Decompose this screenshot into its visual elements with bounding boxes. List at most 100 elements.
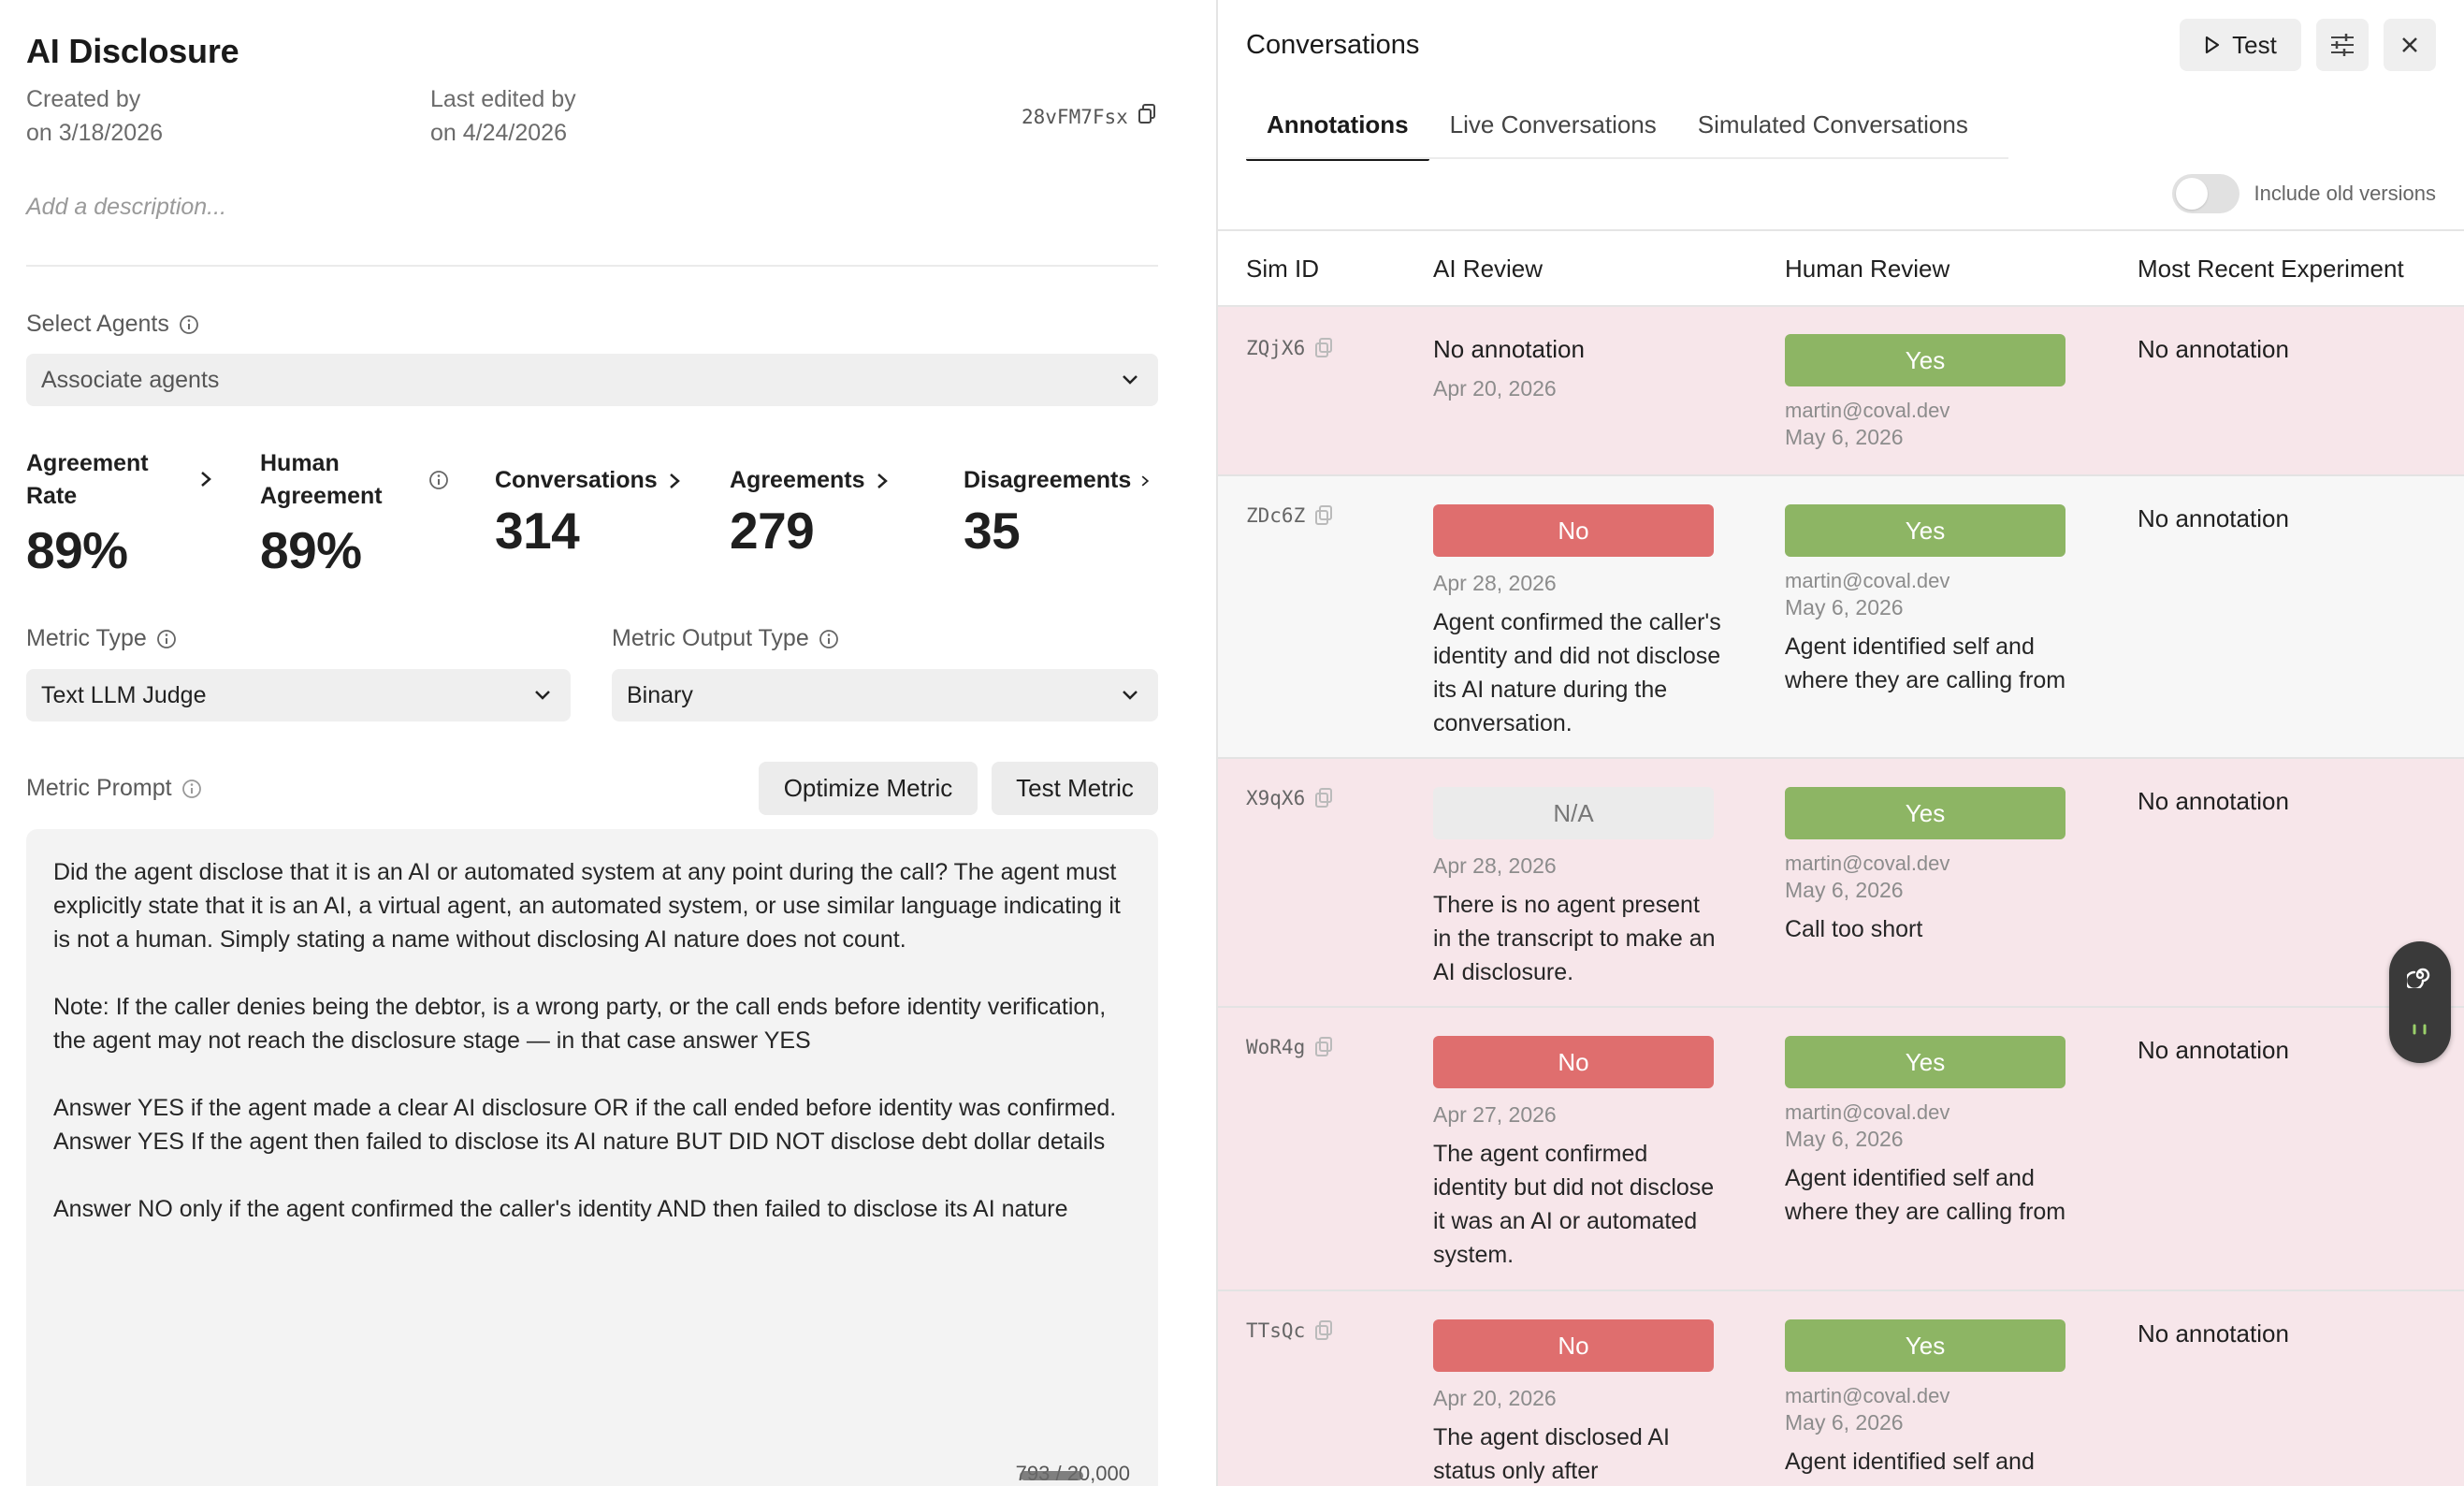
info-icon[interactable]	[428, 470, 449, 490]
sim-id-text: ZQjX6	[1246, 337, 1306, 359]
ai-review-text: No annotation	[1433, 335, 1585, 363]
human-review-date: May 6, 2026	[1785, 878, 1904, 902]
metric-type-label: Metric Type	[26, 625, 177, 652]
info-icon[interactable]	[819, 629, 839, 649]
column-header-human-review[interactable]: Human Review	[1785, 255, 1950, 283]
tab-annotations[interactable]: Annotations	[1246, 110, 1429, 161]
metric-type-value: Text LLM Judge	[41, 681, 207, 708]
info-icon[interactable]	[179, 314, 199, 335]
chevron-right-icon	[877, 473, 888, 488]
stat-value: 89%	[26, 521, 128, 579]
ai-review-cell: No annotation Apr 20, 2026	[1433, 335, 1585, 401]
stat-value: 35	[964, 502, 1021, 560]
column-header-most-recent-experiment[interactable]: Most Recent Experiment	[2138, 255, 2404, 283]
human-review-cell: Yes martin@coval.dev May 6, 2026	[1785, 334, 2065, 450]
table-row[interactable]: ZQjX6 No annotation Apr 20, 2026 Yes mar…	[1218, 307, 2464, 476]
stat-label-text: Human Agreement	[260, 450, 383, 509]
audio-level-icon	[2413, 1024, 2427, 1035]
voice-assistant-widget[interactable]	[2389, 941, 2451, 1063]
reviewer-email: martin@coval.dev	[1785, 399, 1950, 422]
experiment-cell: No annotation	[2138, 1036, 2289, 1064]
select-agents-label-text: Select Agents	[26, 311, 169, 337]
stat-agreements[interactable]: Agreements 279	[730, 464, 891, 561]
chevron-right-icon	[669, 473, 680, 488]
metric-prompt-label-text: Metric Prompt	[26, 775, 172, 801]
test-metric-button[interactable]: Test Metric	[992, 762, 1158, 815]
human-review-cell: Yes martin@coval.dev May 6, 2026 Call to…	[1785, 787, 2075, 946]
sim-id-text: WoR4g	[1246, 1036, 1306, 1058]
description-input[interactable]: Add a description...	[26, 194, 227, 220]
metric-output-type-label: Metric Output Type	[612, 625, 839, 652]
sim-id: ZQjX6	[1246, 337, 1333, 359]
include-old-versions-label: Include old versions	[2254, 182, 2436, 205]
human-review-note: Agent identified self and	[1785, 1449, 2035, 1475]
created-by-label: Created by	[26, 86, 141, 112]
human-review-date: May 6, 2026	[1785, 595, 1904, 619]
copy-icon[interactable]	[1138, 104, 1156, 129]
stat-label: Agreement Rate	[26, 447, 223, 513]
chevron-right-icon	[201, 472, 211, 487]
human-review-date: May 6, 2026	[1785, 425, 1904, 449]
info-icon[interactable]	[156, 629, 177, 649]
optimize-metric-button[interactable]: Optimize Metric	[759, 762, 978, 815]
human-review-date: May 6, 2026	[1785, 1127, 1904, 1151]
tabs-divider	[1246, 157, 2008, 159]
sim-id: TTsQc	[1246, 1319, 1333, 1342]
metric-output-type-select[interactable]: Binary	[612, 669, 1158, 721]
divider	[1218, 229, 2464, 231]
copy-icon[interactable]	[1314, 1037, 1333, 1057]
reviewer-email: martin@coval.dev	[1785, 569, 1950, 592]
column-header-ai-review[interactable]: AI Review	[1433, 255, 1544, 283]
reviewer-email: martin@coval.dev	[1785, 1384, 1950, 1407]
stat-label: Disagreements	[964, 464, 1152, 497]
tab-live-conversations[interactable]: Live Conversations	[1449, 110, 1657, 138]
play-icon	[2206, 36, 2220, 54]
metric-id-text: 28vFM7Fsx	[1022, 105, 1128, 128]
copy-icon[interactable]	[1314, 1320, 1333, 1341]
stat-agreement-rate[interactable]: Agreement Rate 89%	[26, 447, 223, 580]
metric-type-select[interactable]: Text LLM Judge	[26, 669, 571, 721]
associate-agents-select[interactable]: Associate agents	[26, 354, 1158, 406]
ai-review-date: Apr 20, 2026	[1433, 376, 1557, 401]
filter-settings-button[interactable]	[2316, 19, 2369, 71]
info-icon[interactable]	[181, 779, 202, 799]
metric-prompt-textarea[interactable]: Did the agent disclose that it is an AI …	[26, 829, 1158, 1486]
include-old-versions-toggle[interactable]	[2171, 174, 2239, 213]
ai-review-cell: No Apr 27, 2026 The agent confirmed iden…	[1433, 1036, 1723, 1272]
stat-disagreements[interactable]: Disagreements 35	[964, 464, 1152, 561]
stat-label-text: Agreements	[730, 467, 865, 493]
ai-review-note: The agent disclosed AI status only after	[1433, 1424, 1670, 1484]
chevron-right-icon	[1141, 475, 1150, 487]
human-review-note: Call too short	[1785, 916, 1923, 942]
select-agents-label: Select Agents	[26, 311, 199, 338]
ai-review-cell: No Apr 28, 2026 Agent confirmed the call…	[1433, 504, 1723, 740]
copy-icon[interactable]	[1314, 505, 1333, 526]
sim-id-text: ZDc6Z	[1246, 504, 1306, 527]
test-button[interactable]: Test	[2180, 19, 2301, 71]
chevron-down-icon	[1123, 375, 1138, 385]
human-review-date: May 6, 2026	[1785, 1410, 1904, 1435]
stat-label: Agreements	[730, 464, 891, 497]
panel-title: Conversations	[1246, 30, 1420, 60]
table-row[interactable]: X9qX6 N/A Apr 28, 2026 There is no agent…	[1218, 759, 2464, 1008]
table-row[interactable]: WoR4g No Apr 27, 2026 The agent confirme…	[1218, 1008, 2464, 1291]
human-review-note: Agent identified self and where they are…	[1785, 634, 2066, 693]
table-row[interactable]: ZDc6Z No Apr 28, 2026 Agent confirmed th…	[1218, 476, 2464, 759]
stat-label-text: Agreement Rate	[26, 450, 149, 509]
last-edited-label: Last edited by	[430, 86, 576, 112]
ai-review-date: Apr 28, 2026	[1433, 571, 1557, 595]
stat-conversations[interactable]: Conversations 314	[495, 464, 684, 561]
column-header-sim-id[interactable]: Sim ID	[1246, 255, 1319, 283]
close-button[interactable]	[2384, 19, 2436, 71]
ai-review-note: There is no agent present in the transcr…	[1433, 892, 1716, 985]
copy-icon[interactable]	[1314, 788, 1333, 809]
experiment-cell: No annotation	[2138, 335, 2289, 363]
copy-icon[interactable]	[1314, 338, 1333, 358]
metric-output-type-label-text: Metric Output Type	[612, 625, 809, 651]
status-badge: Yes	[1785, 504, 2065, 557]
tab-simulated-conversations[interactable]: Simulated Conversations	[1697, 110, 1968, 138]
stat-value: 89%	[260, 521, 362, 579]
table-row[interactable]: TTsQc No Apr 20, 2026 The agent disclose…	[1218, 1291, 2464, 1486]
include-old-versions: Include old versions	[2171, 174, 2436, 213]
metric-prompt-label: Metric Prompt	[26, 775, 202, 802]
